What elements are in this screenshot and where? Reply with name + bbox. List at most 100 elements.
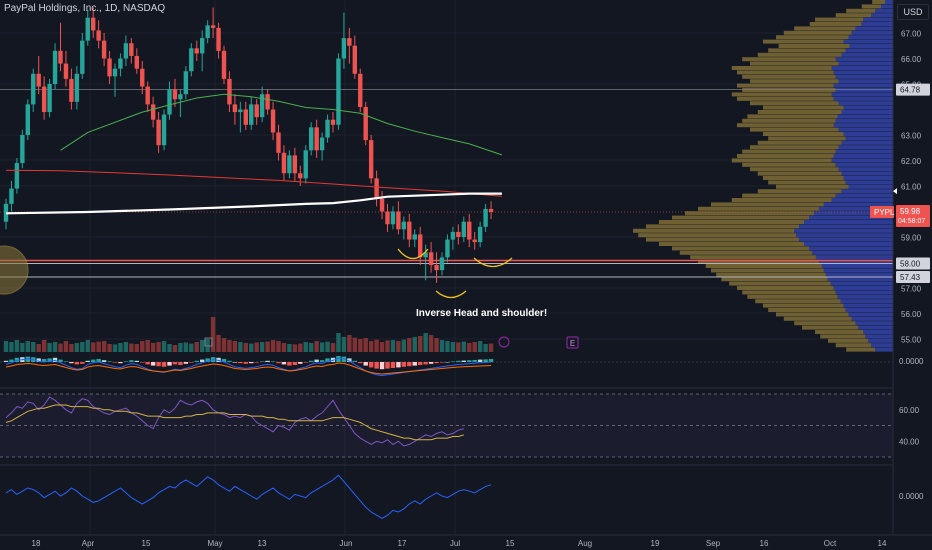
candle-body[interactable] — [91, 17, 96, 31]
candle-body[interactable] — [401, 221, 407, 230]
time-tick-label[interactable]: 19 — [651, 539, 660, 548]
time-tick-label[interactable]: 18 — [32, 539, 41, 548]
time-tick-label[interactable]: Aug — [578, 539, 592, 548]
candle-body[interactable] — [161, 114, 167, 146]
candle-body[interactable] — [227, 78, 232, 105]
time-tick-label[interactable]: Sep — [706, 539, 721, 548]
candle-body[interactable] — [52, 50, 58, 84]
candle-body[interactable] — [243, 109, 248, 125]
candle-body[interactable] — [200, 38, 205, 54]
candle-body[interactable] — [221, 50, 227, 79]
candle-body[interactable] — [167, 89, 172, 115]
time-tick-label[interactable]: 15 — [142, 539, 151, 548]
price-tick-label[interactable]: 55.00 — [901, 336, 922, 345]
candle-body[interactable] — [270, 109, 276, 133]
candle-body[interactable] — [189, 48, 194, 72]
price-tick-label[interactable]: 63.00 — [901, 132, 922, 141]
candle-body[interactable] — [418, 234, 423, 258]
time-tick-label[interactable]: Apr — [82, 539, 95, 548]
candle-body[interactable] — [467, 221, 472, 240]
candle-body[interactable] — [183, 71, 189, 95]
rsi-axis-label[interactable]: 60.00 — [899, 406, 920, 415]
price-tick-label[interactable]: 56.00 — [901, 310, 922, 319]
candle-body[interactable] — [74, 73, 80, 102]
candle-body[interactable] — [36, 73, 41, 87]
head-curve[interactable] — [435, 290, 467, 299]
bar-countdown-label[interactable]: 04:58:07 — [898, 218, 925, 225]
candle-body[interactable] — [254, 104, 259, 118]
candle-body[interactable] — [281, 152, 287, 174]
candle-body[interactable] — [140, 68, 145, 87]
candle-body[interactable] — [456, 231, 461, 237]
candle-body[interactable] — [412, 234, 417, 240]
candle-body[interactable] — [363, 106, 368, 141]
time-tick-label[interactable]: May — [207, 539, 222, 548]
candle-body[interactable] — [63, 63, 69, 79]
candlesticks[interactable] — [3, 7, 494, 283]
candle-body[interactable] — [472, 239, 477, 243]
symbol-tag[interactable]: PYPL — [874, 208, 895, 217]
last-price-label[interactable]: 59.98 — [900, 207, 921, 216]
candle-body[interactable] — [407, 221, 412, 240]
candle-body[interactable] — [341, 38, 347, 59]
level-low-label[interactable]: 57.43 — [900, 273, 921, 282]
candle-body[interactable] — [156, 119, 161, 146]
time-tick-label[interactable]: Jun — [340, 539, 353, 548]
oscillator-axis-label[interactable]: 0.0000 — [899, 492, 924, 501]
annotation-text[interactable]: Inverse Head and shoulder! — [416, 308, 547, 319]
candle-body[interactable] — [319, 137, 325, 151]
candle-body[interactable] — [276, 132, 281, 153]
candle-body[interactable] — [101, 40, 107, 59]
candle-body[interactable] — [129, 43, 134, 56]
candle-body[interactable] — [178, 94, 183, 100]
candle-body[interactable] — [123, 43, 129, 59]
price-tick-label[interactable]: 57.00 — [901, 285, 922, 294]
candle-body[interactable] — [347, 38, 352, 46]
time-tick-label[interactable]: 15 — [506, 539, 515, 548]
earnings-marker-label[interactable]: E — [570, 339, 575, 348]
candle-body[interactable] — [205, 25, 210, 39]
candle-body[interactable] — [194, 48, 199, 54]
time-axis[interactable]: 18 Apr 15 May 13 Jun 17 Jul 15 Aug 19 Sep 16 Oct 14 — [0, 534, 932, 548]
candle-body[interactable] — [134, 55, 139, 69]
currency-button[interactable]: USD — [897, 4, 929, 20]
candle-body[interactable] — [25, 104, 30, 135]
candle-body[interactable] — [423, 252, 428, 258]
candle-body[interactable] — [20, 135, 25, 164]
time-tick-label[interactable]: 13 — [258, 539, 267, 548]
candle-body[interactable] — [461, 221, 466, 237]
candle-body[interactable] — [483, 208, 488, 227]
chart-title[interactable]: PayPal Holdings, Inc., 1D, NASDAQ — [4, 3, 166, 14]
candle-body[interactable] — [330, 119, 336, 125]
candle-body[interactable] — [450, 231, 456, 240]
candle-body[interactable] — [265, 94, 270, 110]
candle-body[interactable] — [379, 198, 385, 212]
macd-axis-label[interactable]: 0.0000 — [899, 357, 924, 366]
candle-body[interactable] — [69, 78, 74, 102]
candle-body[interactable] — [374, 178, 379, 199]
price-tick-label[interactable]: 67.00 — [901, 30, 922, 39]
rsi-axis-label[interactable]: 40.00 — [899, 437, 920, 446]
candle-body[interactable] — [112, 68, 118, 77]
candle-body[interactable] — [85, 17, 90, 41]
candle-body[interactable] — [216, 27, 221, 51]
price-tick-label[interactable]: 62.00 — [901, 157, 922, 166]
candle-body[interactable] — [232, 104, 238, 113]
time-tick-label[interactable]: 16 — [760, 539, 769, 548]
time-tick-label[interactable]: Oct — [824, 539, 837, 548]
annotations[interactable]: Inverse Head and shoulder! E — [0, 245, 579, 349]
candle-body[interactable] — [358, 73, 363, 107]
candle-body[interactable] — [41, 86, 47, 113]
candle-body[interactable] — [9, 188, 14, 204]
candle-body[interactable] — [96, 30, 101, 41]
candle-body[interactable] — [488, 208, 494, 213]
dividend-marker[interactable] — [498, 336, 510, 348]
candle-body[interactable] — [47, 84, 52, 113]
candle-body[interactable] — [336, 58, 341, 125]
candle-body[interactable] — [477, 226, 483, 243]
candle-body[interactable] — [298, 173, 303, 179]
time-tick-label[interactable]: 17 — [398, 539, 407, 548]
candle-body[interactable] — [368, 140, 374, 179]
candle-body[interactable] — [107, 58, 112, 77]
